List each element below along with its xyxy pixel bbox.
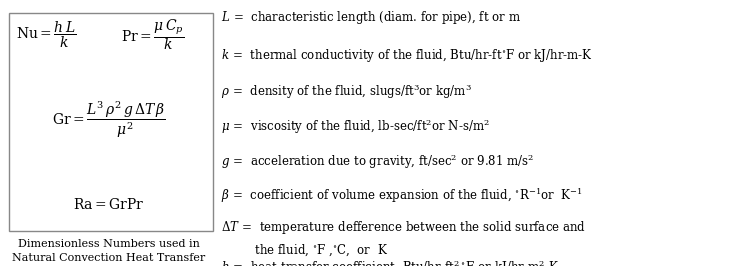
Bar	[9, 13, 213, 231]
Text: $\mathrm{Gr} = \dfrac{L^3\,\rho^2\,g\,\Delta T\,\beta}{\mu^2}$: $\mathrm{Gr} = \dfrac{L^3\,\rho^2\,g\,\D…	[52, 99, 166, 140]
Text: $L\,=\,$ characteristic length (diam. for pipe), ft or m: $L\,=\,$ characteristic length (diam. fo…	[221, 9, 520, 26]
Text: $\beta\,=\,$ coefficient of volume expansion of the fluid, $^{\circ}$R$^{-1}$or : $\beta\,=\,$ coefficient of volume expan…	[221, 186, 583, 205]
Text: $g\,=\,$ acceleration due to gravity, ft/sec$^2$ or 9.81 m/s$^2$: $g\,=\,$ acceleration due to gravity, ft…	[221, 152, 534, 171]
Text: $\mathrm{Pr} = \dfrac{\mu\,C_p}{k}$: $\mathrm{Pr} = \dfrac{\mu\,C_p}{k}$	[121, 17, 185, 52]
Text: $\mathrm{Ra} = \mathrm{GrPr}$: $\mathrm{Ra} = \mathrm{GrPr}$	[74, 197, 144, 212]
Text: $\rho\,=\,$ density of the fluid, slugs/ft$^3$or kg/m$^3$: $\rho\,=\,$ density of the fluid, slugs/…	[221, 82, 472, 101]
Text: $\mathrm{Nu} = \dfrac{h\,L}{k}$: $\mathrm{Nu} = \dfrac{h\,L}{k}$	[16, 19, 77, 50]
Text: $\mu\,=\,$ viscosity of the fluid, lb-sec/ft$^2$or N-s/m$^2$: $\mu\,=\,$ viscosity of the fluid, lb-se…	[221, 117, 489, 136]
Text: $h\,=\,$ heat transfer coefficient, Btu/hr-ft$^{2\circ}$F or kJ/hr-m$^{2}$-K: $h\,=\,$ heat transfer coefficient, Btu/…	[221, 258, 559, 266]
Text: $\Delta T\,=\,$ temperature defference between the solid surface and
         th: $\Delta T\,=\,$ temperature defference b…	[221, 219, 586, 257]
Text: Dimensionless Numbers used in
Natural Convection Heat Transfer
Coefficient Corre: Dimensionless Numbers used in Natural Co…	[13, 239, 205, 266]
Text: $k\,=\,$ thermal conductivity of the fluid, Btu/hr-ft$^{\circ}$F or kJ/hr-m-K: $k\,=\,$ thermal conductivity of the flu…	[221, 47, 592, 64]
